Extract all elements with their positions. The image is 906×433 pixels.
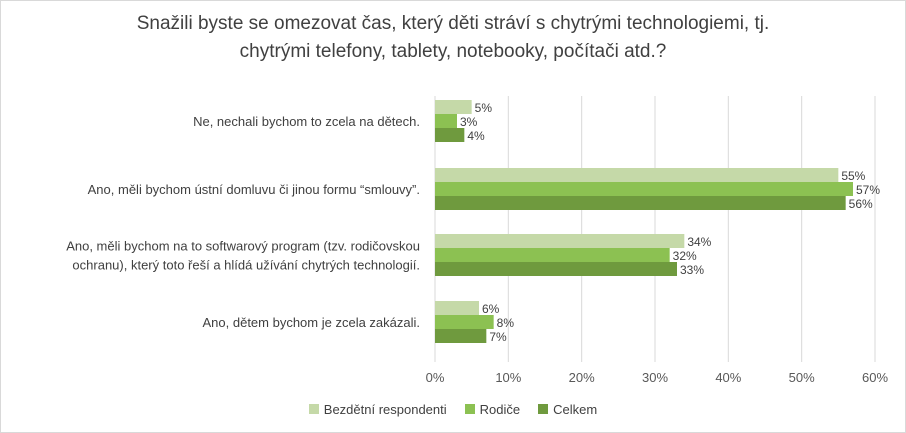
x-tick-label-1: 10% <box>495 370 521 385</box>
x-tick-label-3: 30% <box>642 370 668 385</box>
bar-s1-c3 <box>435 315 494 329</box>
bar-s2-c3 <box>435 329 487 343</box>
chart-title: Snažili byste se omezovat čas, který dět… <box>0 10 906 66</box>
x-tick-label-2: 20% <box>569 370 595 385</box>
chart-title-line-1: Snažili byste se omezovat čas, který dět… <box>136 13 770 34</box>
legend-label-bezdetni: Bezdětní respondenti <box>323 401 447 417</box>
bar-s0-c2 <box>435 234 685 248</box>
legend-swatch-bezdetni <box>308 404 319 414</box>
category-label-3-0: Ano, dětem bychom je zcela zakázali. <box>203 315 421 330</box>
category-label-2-0: Ano, měli bychom na to softwarový progra… <box>66 239 420 254</box>
legend-item-celkem: Celkem <box>538 402 597 417</box>
data-label-s1-c0: 3% <box>460 115 478 129</box>
data-label-s0-c3: 6% <box>482 302 500 316</box>
data-label-s2-c3: 7% <box>489 330 507 344</box>
bar-s1-c2 <box>435 248 670 262</box>
data-label-s1-c1: 57% <box>856 183 880 197</box>
chart-title-line-2: chytrými telefony, tablety, notebooky, p… <box>239 41 667 62</box>
category-label-0-0: Ne, nechali bychom to zcela na dětech. <box>193 114 420 129</box>
x-tick-label-6: 60% <box>862 370 888 385</box>
data-label-s0-c2: 34% <box>687 235 711 249</box>
legend-item-bezdetni: Bezdětní respondenti <box>308 401 447 417</box>
bar-s2-c1 <box>435 196 846 210</box>
legend-swatch-celkem <box>538 404 549 414</box>
bar-s1-c0 <box>435 114 457 128</box>
bar-s2-c2 <box>435 262 677 276</box>
data-label-s2-c2: 33% <box>680 263 704 277</box>
category-label-1-0: Ano, měli bychom ústní domluvu či jinou … <box>88 182 420 197</box>
bar-s2-c0 <box>435 128 465 142</box>
data-label-s2-c0: 4% <box>467 129 485 143</box>
data-label-s0-c0: 5% <box>475 101 493 115</box>
x-tick-label-4: 40% <box>715 370 741 385</box>
data-label-s2-c1: 56% <box>849 197 873 211</box>
legend-label-celkem: Celkem <box>553 401 598 417</box>
bar-s1-c1 <box>435 182 853 196</box>
bar-s0-c0 <box>435 100 472 114</box>
x-tick-label-0: 0% <box>426 370 445 385</box>
legend-item-rodice: Rodiče <box>464 401 521 417</box>
bar-s0-c3 <box>435 301 479 315</box>
data-label-s1-c3: 8% <box>497 316 515 330</box>
x-tick-label-5: 50% <box>789 370 815 385</box>
data-label-s1-c2: 32% <box>673 249 697 263</box>
legend-label-rodice: Rodiče <box>479 401 521 417</box>
data-label-s0-c1: 55% <box>841 169 865 183</box>
bar-s0-c1 <box>435 168 839 182</box>
legend-swatch-rodice <box>464 404 475 414</box>
legend: Bezdětní respondenti Rodiče Celkem <box>0 399 906 419</box>
category-label-2-1: ochranu), který toto řeší a hlídá užíván… <box>72 258 420 273</box>
